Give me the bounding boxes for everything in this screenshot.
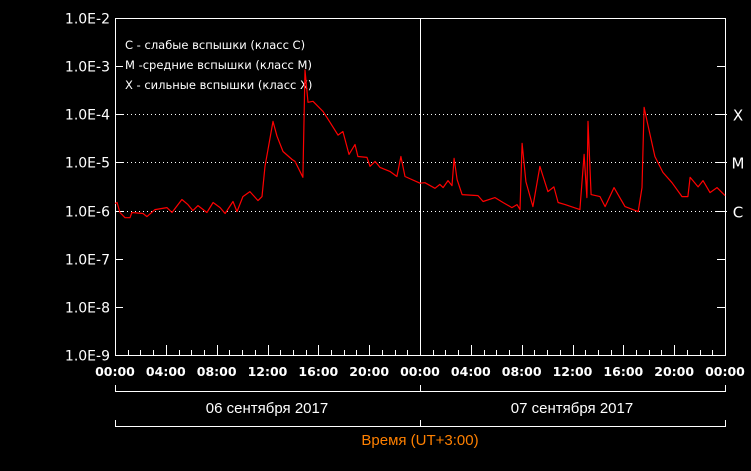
y-tick-label: 1.0E-2 [65,12,110,28]
x-tick-label: 20:00 [349,364,389,379]
flux-series-line [114,69,726,219]
x-tick-label: 08:00 [502,364,542,379]
x-tick-label: 04:00 [451,364,491,379]
x-tick-label: 00:00 [400,364,440,379]
y-tick-label: 1.0E-4 [65,108,110,124]
y-tick-label: 1.0E-6 [65,205,110,221]
y-tick-labels: 1.0E-2 1.0E-3 1.0E-4 1.0E-5 1.0E-6 1.0E-7 1.0E… [65,12,110,365]
y-tick-label: 1.0E-9 [65,349,110,365]
x-tick-labels: 00:00 04:00 08:00 12:00 16:00 20:00 00:00 04:00… [95,364,745,379]
x-axis-label: Время (UT+3:00) [361,432,478,449]
legend: C - слабые вспышки (класс C) M -средние … [125,38,312,92]
date-bracket [115,385,726,392]
date-brackets [115,385,726,427]
legend-item-m: M -средние вспышки (класс M) [125,58,312,72]
date-label-2: 07 сентября 2017 [511,400,633,417]
class-label-m: M [732,155,745,173]
x-tick-label: 20:00 [654,364,694,379]
x-tick-label: 08:00 [197,364,237,379]
y-tick-label: 1.0E-3 [65,60,110,76]
x-tick-label: 00:00 [705,364,745,379]
x-tick-label: 16:00 [298,364,338,379]
y-tick-label: 1.0E-5 [65,156,110,172]
class-label-x: X [733,107,743,125]
x-tick-label: 16:00 [603,364,643,379]
axes [115,18,726,356]
class-level-labels: X M C [732,107,745,222]
x-tick-label: 00:00 [95,364,135,379]
x-tick-label: 12:00 [248,364,288,379]
class-label-c: C [733,204,743,222]
y-tick-label: 1.0E-7 [65,253,110,269]
time-bracket [115,420,726,427]
x-tick-label: 04:00 [146,364,186,379]
date-label-1: 06 сентября 2017 [206,400,328,417]
y-tick-label: 1.0E-8 [65,301,110,317]
legend-item-x: X - сильные вспышки (класс X) [125,78,312,92]
x-tick-label: 12:00 [553,364,593,379]
legend-item-c: C - слабые вспышки (класс C) [125,38,305,52]
